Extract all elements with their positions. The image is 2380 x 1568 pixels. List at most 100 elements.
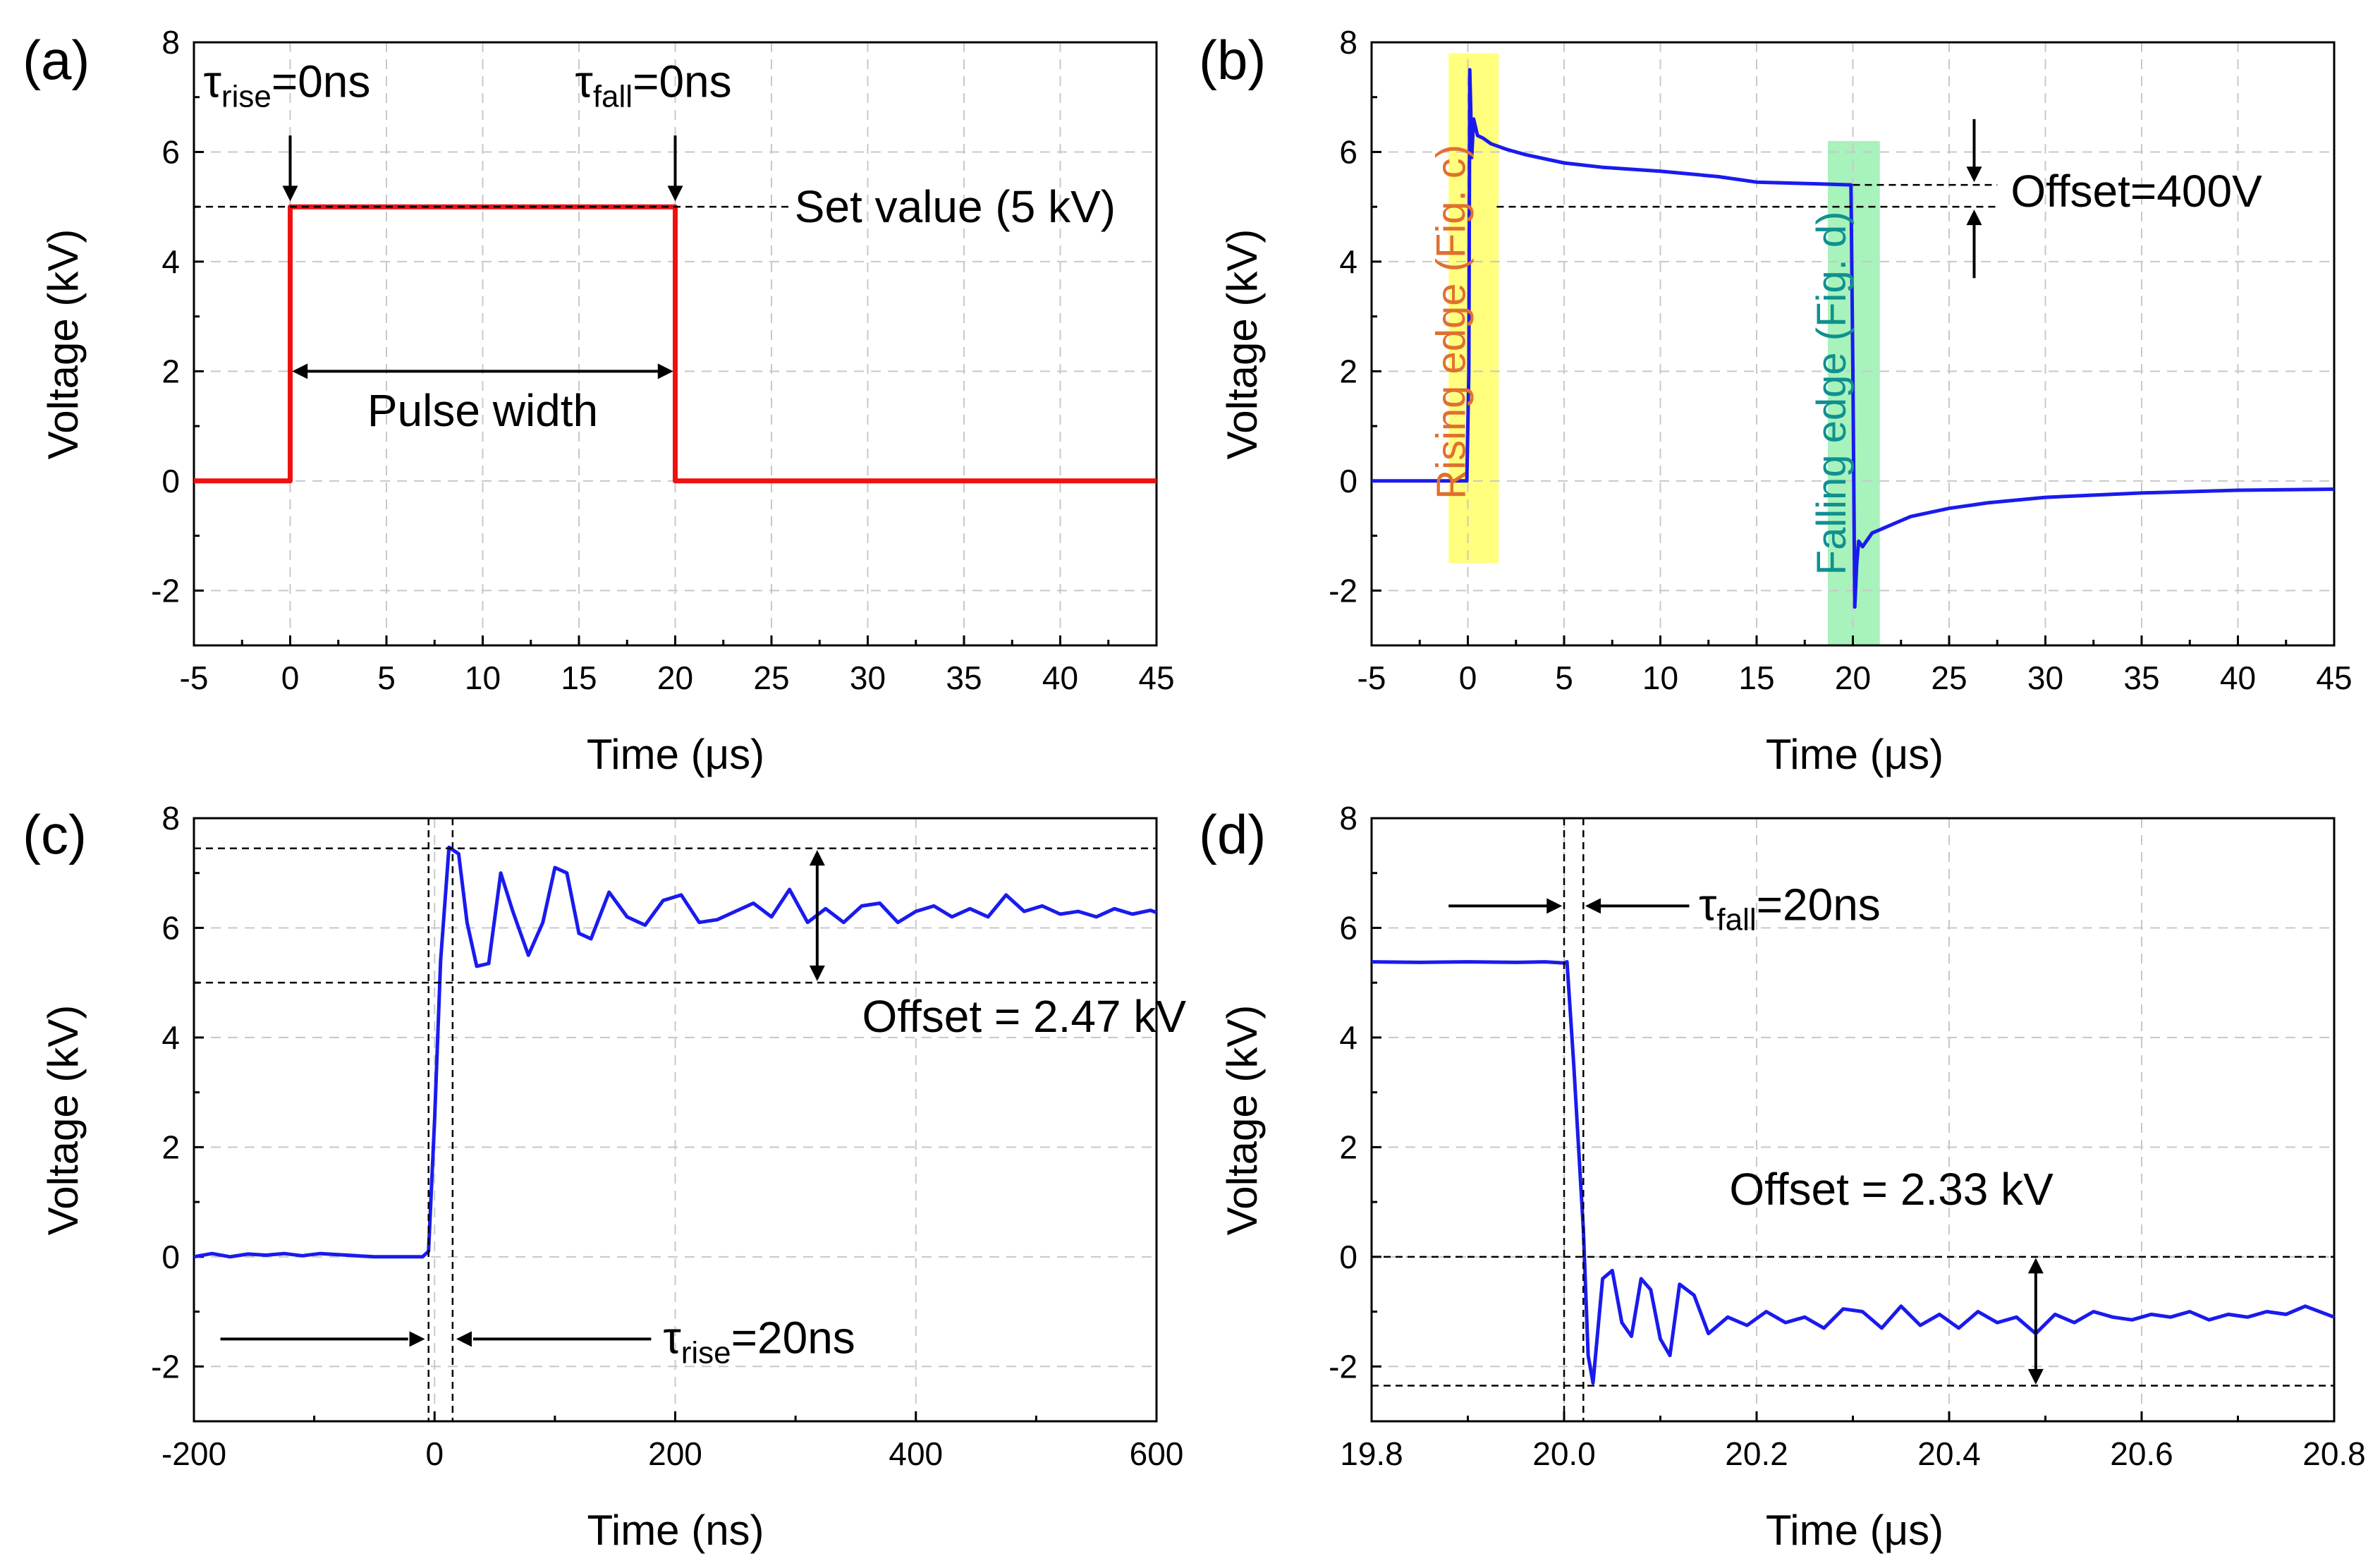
x-axis-title-b: Time (μs) — [1766, 731, 1943, 778]
offset-arrowhead-top-d — [2027, 1258, 2044, 1274]
panel-label-c: (c) — [23, 803, 87, 865]
x-tick-label-a: 15 — [561, 660, 597, 696]
panel-b: (b) Voltage (kV) Time (μs) -5 0 5 10 15 20 25 3… — [1199, 24, 2352, 778]
x-tick-label-a: 10 — [465, 660, 501, 696]
offset-label-b: Offset=400V — [2010, 166, 2262, 217]
y-axis-title-d: Voltage (kV) — [1219, 1005, 1266, 1236]
rise-arrowhead-right-c — [456, 1331, 472, 1347]
y-tick-label-a: 4 — [161, 243, 180, 280]
offset-arrowhead-top-b — [1966, 166, 1982, 183]
x-axis-title-d: Time (μs) — [1766, 1507, 1943, 1554]
y-tick-label-b: 2 — [1339, 353, 1357, 389]
y-tick-label-b: 4 — [1339, 243, 1357, 280]
x-tick-label-b: 25 — [1931, 660, 1967, 696]
series-line-d-0 — [1371, 960, 2335, 1385]
y-tick-label-a: 6 — [161, 133, 180, 170]
y-tick-label-c: 4 — [161, 1019, 180, 1056]
x-tick-label-b: 35 — [2123, 660, 2159, 696]
x-tick-label-a: 40 — [1042, 660, 1078, 696]
x-tick-label-b: 30 — [2027, 660, 2063, 696]
x-tick-label-a: 30 — [850, 660, 886, 696]
x-axis-title-c: Time (ns) — [587, 1507, 764, 1554]
fall-arrowhead-a — [667, 186, 683, 202]
x-tick-label-c: 600 — [1130, 1435, 1184, 1472]
x-tick-label-a: 20 — [657, 660, 693, 696]
offset-arrowhead-bottom-d — [2027, 1368, 2044, 1385]
fall-time-label-d: τfall=20ns — [1699, 879, 1881, 937]
pulse-width-label-a: Pulse width — [367, 385, 598, 436]
x-tick-label-d: 20.8 — [2302, 1435, 2366, 1472]
panel-label-a: (a) — [23, 29, 90, 91]
x-tick-label-c: 0 — [425, 1435, 444, 1472]
x-tick-label-b: 20 — [1835, 660, 1871, 696]
y-tick-label-c: 6 — [161, 909, 180, 946]
x-tick-label-b: 40 — [2220, 660, 2256, 696]
offset-arrowhead-bottom-c — [809, 965, 825, 981]
pulse-width-arrowhead-left-a — [292, 363, 308, 379]
x-tick-label-a: 45 — [1138, 660, 1174, 696]
y-tick-label-d: -2 — [1329, 1348, 1357, 1385]
y-tick-label-c: -2 — [151, 1348, 180, 1385]
panel-d: (d) Voltage (kV) Time (μs) 19.8 20.0 20.2 2… — [1199, 800, 2366, 1554]
y-tick-label-d: 8 — [1339, 800, 1357, 837]
x-tick-label-a: 0 — [281, 660, 300, 696]
x-tick-label-d: 20.6 — [2110, 1435, 2173, 1472]
rise-arrowhead-a — [282, 186, 298, 202]
y-tick-label-d: 2 — [1339, 1129, 1357, 1165]
fall-time-label-a: τfall=0ns — [575, 56, 732, 114]
y-tick-label-b: 0 — [1339, 463, 1357, 499]
offset-arrowhead-bottom-b — [1966, 209, 1982, 226]
x-tick-label-b: 10 — [1642, 660, 1678, 696]
y-tick-label-d: 6 — [1339, 909, 1357, 946]
x-tick-label-c: 200 — [648, 1435, 702, 1472]
y-tick-label-a: 0 — [161, 463, 180, 499]
y-axis-title-a: Voltage (kV) — [39, 229, 87, 460]
y-tick-label-d: 4 — [1339, 1019, 1357, 1056]
y-tick-label-d: 0 — [1339, 1239, 1357, 1275]
panel-label-d: (d) — [1199, 803, 1266, 865]
x-tick-label-b: 5 — [1555, 660, 1573, 696]
x-tick-label-b: 0 — [1459, 660, 1477, 696]
x-tick-label-a: 5 — [377, 660, 396, 696]
offset-label-d: Offset = 2.33 kV — [1729, 1164, 2053, 1215]
y-tick-label-a: 8 — [161, 24, 180, 61]
panel-label-b: (b) — [1199, 29, 1266, 91]
rise-arrowhead-left-c — [409, 1331, 425, 1347]
y-tick-label-b: 8 — [1339, 24, 1357, 61]
panel-a: (a) Voltage (kV) Time (μs) -5 0 5 10 15 20 25 3… — [23, 24, 1175, 778]
y-axis-title-c: Voltage (kV) — [39, 1005, 87, 1236]
x-tick-label-b: -5 — [1357, 660, 1386, 696]
x-tick-label-a: -5 — [180, 660, 209, 696]
x-tick-label-d: 20.2 — [1725, 1435, 1788, 1472]
y-tick-label-c: 0 — [161, 1239, 180, 1275]
fall-arrowhead-left-d — [1546, 898, 1563, 914]
y-tick-label-c: 8 — [161, 800, 180, 837]
y-tick-label-b: 6 — [1339, 133, 1357, 170]
highlight-label-b-1: Falling edge (Fig. d) — [1809, 212, 1855, 576]
y-tick-label-a: 2 — [161, 353, 180, 389]
series-line-a-0 — [194, 204, 1157, 484]
x-tick-label-b: 45 — [2316, 660, 2352, 696]
y-tick-label-b: -2 — [1329, 572, 1357, 609]
x-tick-label-d: 20.0 — [1532, 1435, 1596, 1472]
x-tick-label-c: 400 — [889, 1435, 943, 1472]
series-line-c-0 — [193, 845, 1157, 1259]
x-tick-label-d: 19.8 — [1340, 1435, 1403, 1472]
x-tick-label-d: 20.4 — [1917, 1435, 1981, 1472]
rise-time-label-c: τrise=20ns — [663, 1312, 855, 1370]
pulse-width-arrowhead-right-a — [657, 363, 673, 379]
highlight-label-b-0: Rising edge (Fig. c) — [1429, 145, 1475, 499]
x-tick-label-c: -200 — [161, 1435, 226, 1472]
x-tick-label-a: 25 — [753, 660, 789, 696]
x-tick-label-a: 35 — [946, 660, 982, 696]
y-axis-title-b: Voltage (kV) — [1219, 229, 1266, 460]
rise-time-label-a: τrise=0ns — [204, 56, 371, 114]
panel-c: (c) Voltage (kV) Time (ns) -200 0 200 400 60… — [23, 800, 1186, 1554]
set-value-label-a: Set value (5 kV) — [795, 181, 1116, 232]
series-line-b-0 — [1372, 68, 2335, 609]
offset-label-c: Offset = 2.47 kV — [862, 991, 1187, 1042]
x-tick-label-b: 15 — [1738, 660, 1774, 696]
y-tick-label-a: -2 — [151, 572, 180, 609]
x-axis-title-a: Time (μs) — [587, 731, 764, 778]
